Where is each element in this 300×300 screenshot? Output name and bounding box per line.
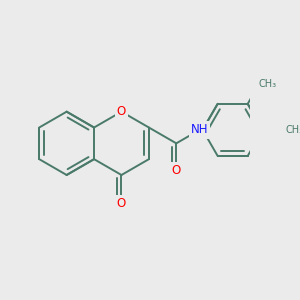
- Text: O: O: [117, 197, 126, 210]
- Text: CH₃: CH₃: [285, 125, 300, 135]
- Text: O: O: [117, 105, 126, 118]
- Text: O: O: [172, 164, 181, 177]
- Text: NH: NH: [191, 123, 208, 136]
- Text: CH₃: CH₃: [259, 79, 277, 89]
